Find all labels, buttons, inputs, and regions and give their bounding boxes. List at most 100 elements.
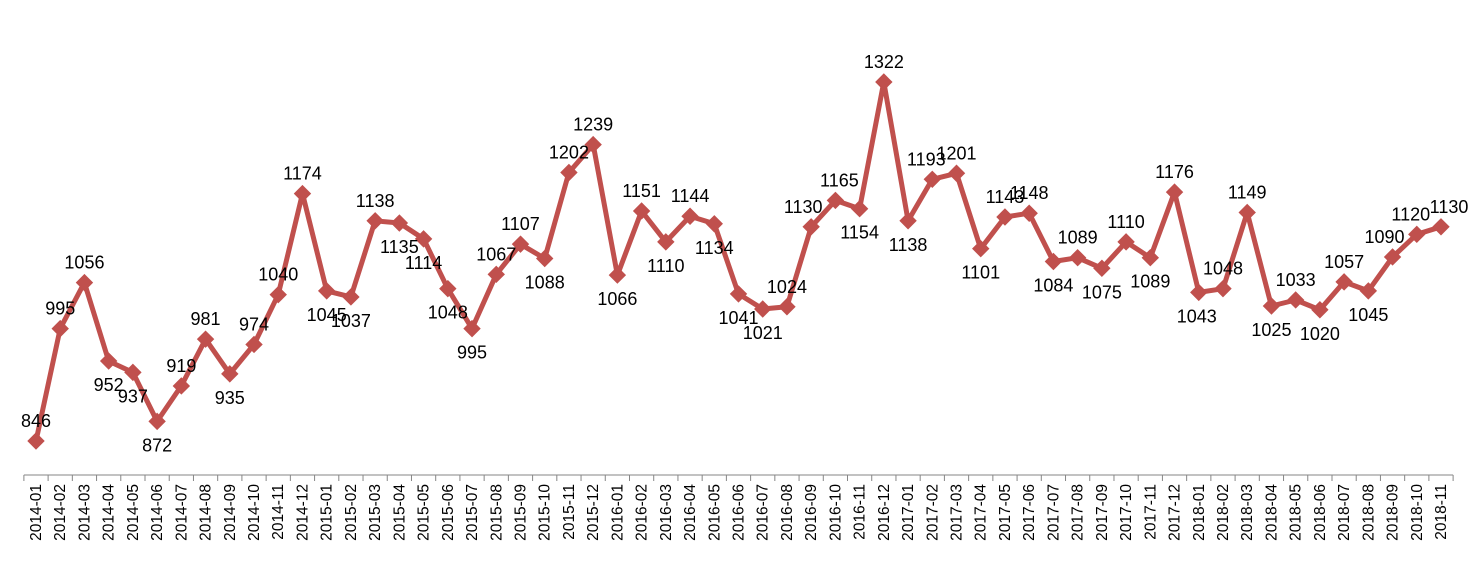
data-label: 1101 bbox=[961, 263, 1000, 283]
data-point-marker bbox=[681, 207, 699, 225]
x-tick-label: 2015-02 bbox=[343, 484, 360, 541]
data-point-marker bbox=[124, 363, 142, 382]
data-label: 1067 bbox=[476, 244, 516, 264]
data-label: 1057 bbox=[1324, 252, 1364, 272]
data-point-marker bbox=[99, 352, 118, 370]
data-label: 919 bbox=[166, 356, 196, 376]
data-point-marker bbox=[317, 282, 336, 300]
data-label: 1193 bbox=[907, 149, 946, 169]
x-tick-label: 2015-03 bbox=[367, 484, 384, 541]
data-label: 1024 bbox=[767, 277, 807, 297]
data-label: 1037 bbox=[331, 311, 371, 331]
data-point-marker bbox=[1117, 233, 1135, 251]
x-tick-label: 2017-04 bbox=[973, 484, 990, 541]
data-point-marker bbox=[1335, 273, 1353, 291]
x-tick-label: 2016-08 bbox=[779, 484, 796, 541]
x-tick-label: 2015-08 bbox=[488, 484, 505, 541]
data-label: 846 bbox=[21, 411, 51, 431]
data-label: 1135 bbox=[380, 237, 419, 257]
data-label: 1089 bbox=[1058, 228, 1098, 248]
data-label: 1176 bbox=[1155, 162, 1194, 182]
x-tick-label: 2014-07 bbox=[173, 484, 190, 541]
x-tick-label: 2014-11 bbox=[270, 484, 287, 540]
data-point-marker bbox=[1141, 249, 1160, 267]
data-point-marker bbox=[657, 233, 675, 251]
x-tick-label: 2014-03 bbox=[76, 484, 93, 541]
data-label: 1033 bbox=[1276, 270, 1316, 290]
data-point-marker bbox=[269, 285, 287, 304]
data-label: 1056 bbox=[64, 253, 104, 273]
data-label: 1090 bbox=[1365, 227, 1405, 247]
data-point-marker bbox=[1311, 301, 1329, 319]
data-point-marker bbox=[996, 208, 1014, 226]
x-axis: 2014-01 2014-02 2014-03 2014-04 2014-05 2014-… bbox=[23, 474, 1454, 541]
x-tick-label: 2018-09 bbox=[1385, 484, 1402, 541]
data-point-marker bbox=[1165, 183, 1184, 201]
data-point-marker bbox=[705, 215, 723, 233]
data-label: 1202 bbox=[549, 143, 589, 163]
data-label: 872 bbox=[142, 435, 172, 455]
x-tick-label: 2018-06 bbox=[1312, 484, 1329, 541]
x-tick-label: 2018-10 bbox=[1409, 484, 1426, 541]
data-label: 937 bbox=[118, 386, 148, 406]
x-tick-label: 2015-06 bbox=[440, 484, 457, 541]
x-tick-label: 2018-03 bbox=[1239, 484, 1256, 541]
x-tick-label: 2014-02 bbox=[52, 484, 69, 541]
data-point-marker bbox=[1286, 291, 1305, 309]
x-tick-label: 2014-09 bbox=[222, 484, 239, 541]
data-label: 1045 bbox=[307, 305, 347, 325]
x-tick-label: 2015-10 bbox=[537, 484, 554, 541]
x-tick-label: 2017-12 bbox=[1167, 484, 1184, 541]
data-point-marker bbox=[778, 298, 796, 316]
data-label: 1201 bbox=[936, 143, 976, 163]
data-label: 1165 bbox=[820, 170, 859, 190]
data-label: 1021 bbox=[743, 323, 783, 343]
data-label: 1040 bbox=[258, 265, 298, 285]
data-point-marker bbox=[245, 335, 263, 354]
data-point-marker bbox=[487, 265, 505, 284]
data-label: 1134 bbox=[695, 238, 734, 258]
data-point-marker bbox=[342, 288, 360, 306]
data-label: 995 bbox=[457, 343, 487, 363]
x-tick-label: 2018-07 bbox=[1336, 484, 1353, 541]
data-label: 1043 bbox=[1177, 306, 1217, 326]
x-tick-label: 2016-11 bbox=[852, 484, 869, 540]
x-tick-label: 2016-04 bbox=[682, 484, 699, 541]
x-tick-label: 2015-04 bbox=[391, 484, 408, 541]
data-point-marker bbox=[511, 235, 530, 253]
x-tick-label: 2018-01 bbox=[1191, 484, 1208, 541]
x-tick-label: 2016-12 bbox=[876, 484, 893, 541]
x-tick-label: 2017-07 bbox=[1045, 484, 1062, 541]
data-point-marker bbox=[850, 199, 869, 218]
data-label: 1020 bbox=[1300, 324, 1340, 344]
data-point-marker bbox=[1408, 225, 1426, 244]
data-point-marker bbox=[1238, 203, 1256, 222]
data-point-marker bbox=[923, 170, 942, 188]
data-label: 1138 bbox=[356, 191, 395, 211]
data-label: 1239 bbox=[573, 115, 613, 135]
x-tick-label: 2016-07 bbox=[755, 484, 772, 541]
data-label: 1149 bbox=[1228, 182, 1267, 202]
data-label: 1107 bbox=[501, 214, 540, 234]
data-point-marker bbox=[172, 377, 191, 395]
data-point-marker bbox=[366, 212, 384, 230]
x-tick-label: 2017-10 bbox=[1118, 484, 1135, 541]
x-tick-label: 2015-12 bbox=[585, 484, 602, 541]
x-tick-label: 2018-05 bbox=[1288, 484, 1305, 541]
x-tick-label: 2016-01 bbox=[609, 484, 626, 541]
data-label: 1322 bbox=[864, 52, 904, 72]
data-label: 1045 bbox=[1348, 305, 1388, 325]
data-point-marker bbox=[75, 273, 94, 292]
data-point-marker bbox=[754, 300, 772, 318]
data-point-marker bbox=[27, 432, 45, 450]
x-tick-label: 2015-09 bbox=[512, 484, 529, 541]
data-label: 974 bbox=[239, 314, 269, 334]
data-label: 1144 bbox=[671, 186, 710, 206]
data-label: 1148 bbox=[1010, 183, 1049, 203]
x-tick-label: 2017-06 bbox=[1021, 484, 1038, 541]
data-point-marker bbox=[1214, 279, 1232, 298]
data-point-marker bbox=[1068, 249, 1087, 267]
x-tick-label: 2018-02 bbox=[1215, 484, 1232, 541]
x-tick-label: 2015-07 bbox=[464, 484, 481, 541]
data-point-marker bbox=[584, 135, 602, 154]
